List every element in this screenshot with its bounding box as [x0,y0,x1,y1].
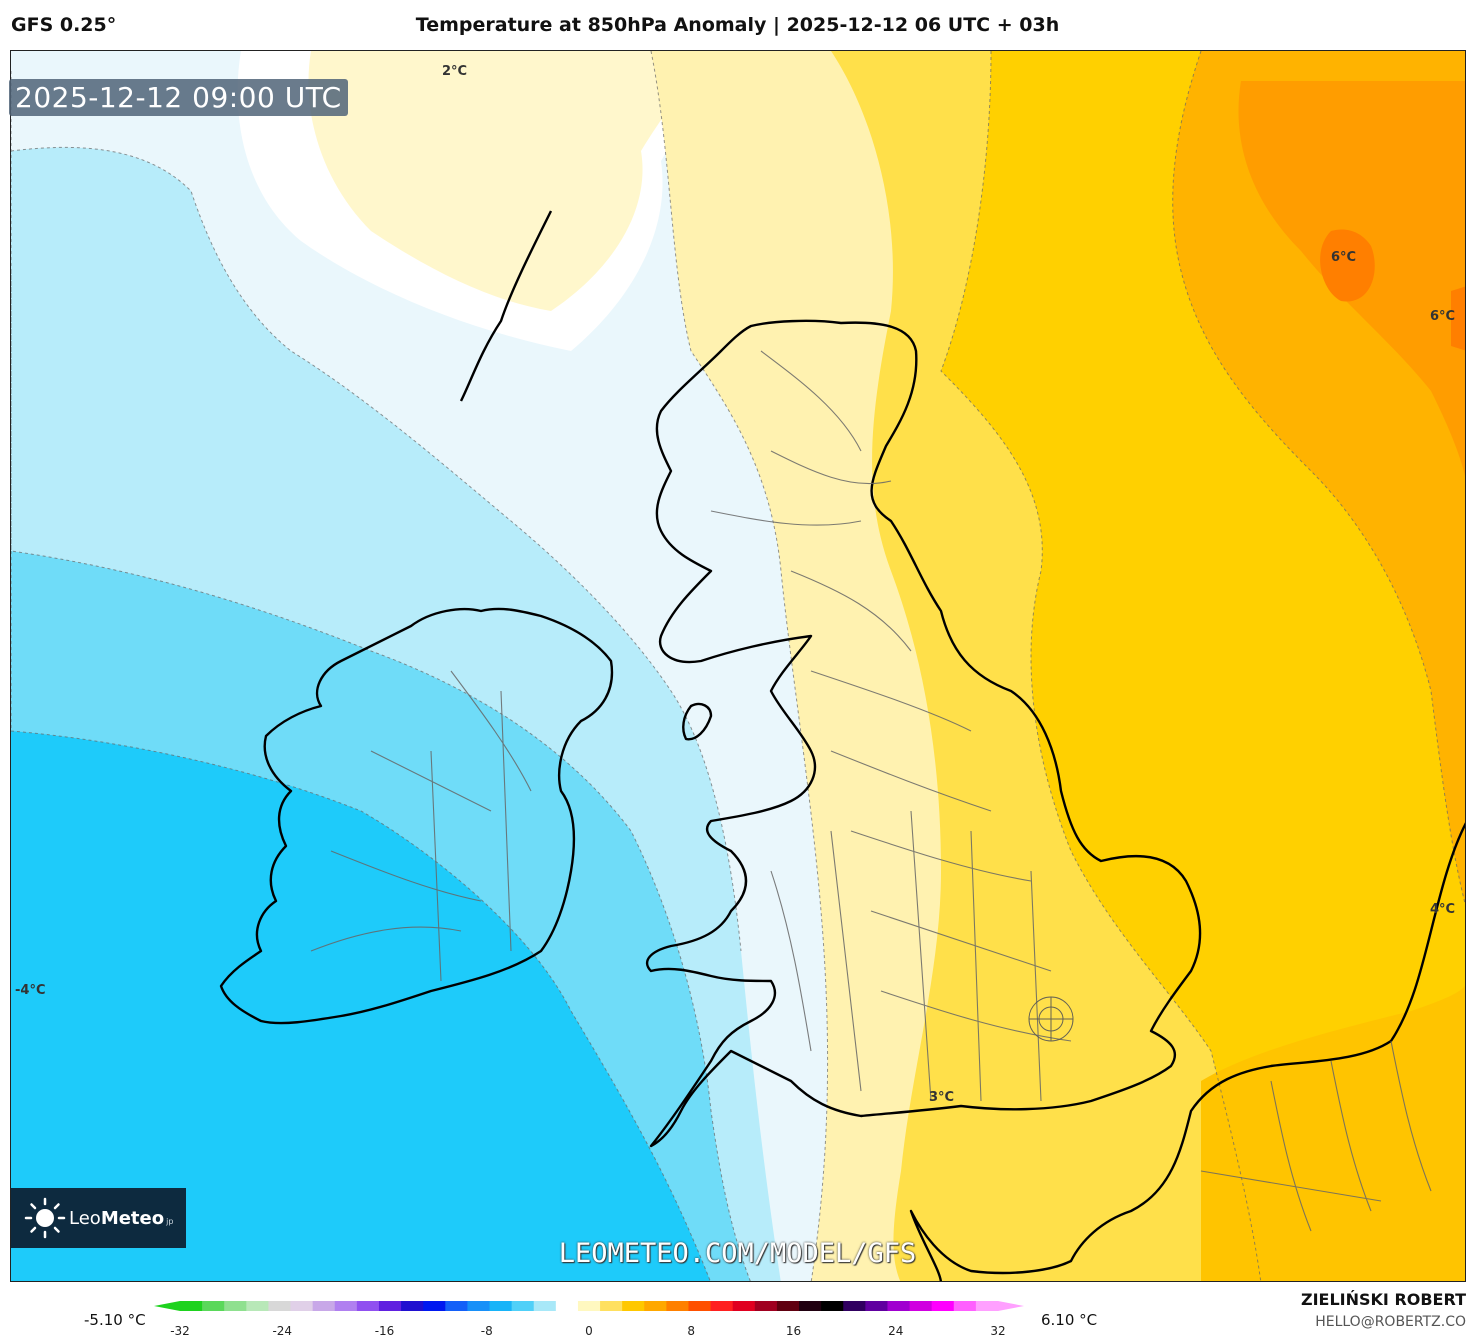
legend-swatch [600,1301,623,1311]
author-name: ZIELIŃSKI ROBERT [1300,1290,1466,1309]
legend-swatch [268,1301,292,1311]
legend-swatch [865,1301,888,1311]
legend-swatch [909,1301,933,1311]
legend-swatch [445,1301,468,1311]
legend-swatch [799,1301,822,1311]
legend-swatch [180,1301,203,1311]
legend-tick-label: 32 [990,1324,1005,1336]
legend-swatch [732,1301,756,1311]
legend-arrow-high [998,1301,1024,1311]
legend-swatch [953,1301,977,1311]
legend-swatch [688,1301,712,1311]
legend-swatch [710,1301,734,1311]
legend-swatch [622,1301,645,1311]
legend-arrow-low [154,1301,180,1311]
legend-swatch [843,1301,866,1311]
legend-swatch [467,1301,491,1311]
legend-swatch [666,1301,689,1311]
anomaly-field [11,51,1465,1281]
legend-swatch [378,1301,402,1311]
contour-label: 3°C [929,1090,955,1105]
legend-swatch [511,1301,535,1311]
logo-text: LeoMeteo jp [69,1207,174,1229]
legend-swatch [290,1301,314,1311]
site-watermark: LEOMETEO.COM/MODEL/GFS [558,1238,917,1269]
legend-swatch [533,1301,557,1311]
legend-swatch [887,1301,911,1311]
legend-tick-label: -24 [272,1324,292,1336]
sun-icon [24,1197,66,1239]
legend-tick-label: 16 [786,1324,801,1336]
legend-tick-label: 8 [687,1324,695,1336]
legend-tick-label: -8 [481,1324,493,1336]
header: GFS 0.25° Temperature at 850hPa Anomaly … [0,0,1475,50]
contour-label: 6°C [1430,309,1456,324]
weather-map[interactable]: 2°C 6°C 6°C 4°C -4°C 3°C [10,50,1466,1282]
legend-swatch [555,1301,579,1311]
legend-swatch [246,1301,269,1311]
legend-tick-label: 0 [585,1324,593,1336]
legend-swatch [334,1301,358,1311]
legend-swatch [312,1301,336,1311]
contour-label: 6°C [1331,250,1357,265]
legend-tick-label: -16 [375,1324,395,1336]
contour-label: 4°C [1430,902,1456,917]
legend-swatch [975,1301,999,1311]
contour-label: 2°C [442,64,468,79]
legend-max-label: 6.10 °C [1041,1311,1098,1329]
legend-swatch [754,1301,778,1311]
brand-logo[interactable]: LeoMeteo jp [11,1188,186,1248]
legend-swatch [931,1301,955,1311]
legend-min-label: -5.10 °C [84,1311,146,1329]
legend-swatch [489,1301,513,1311]
legend-swatch [356,1301,380,1311]
color-legend: -32 -24 -16 -8 0 8 16 24 32 [154,1301,1024,1336]
legend-swatch [577,1301,601,1311]
chart-title: Temperature at 850hPa Anomaly | 2025-12-… [415,14,1060,36]
legend-swatch [821,1301,844,1311]
legend-tick-label: 24 [888,1324,903,1336]
author-email[interactable]: HELLO@ROBERTZ.CO [1315,1314,1466,1330]
legend-swatch [224,1301,247,1311]
legend-swatch [776,1301,800,1311]
legend-tick-label: -32 [170,1324,190,1336]
legend-swatch [644,1301,667,1311]
model-name: GFS 0.25° [11,14,117,36]
legend-swatch [202,1301,225,1311]
legend-swatch [401,1301,424,1311]
contour-label: -4°C [15,983,46,998]
valid-time-badge: 2025-12-12 09:00 UTC [9,79,348,116]
legend-swatch [423,1301,446,1311]
